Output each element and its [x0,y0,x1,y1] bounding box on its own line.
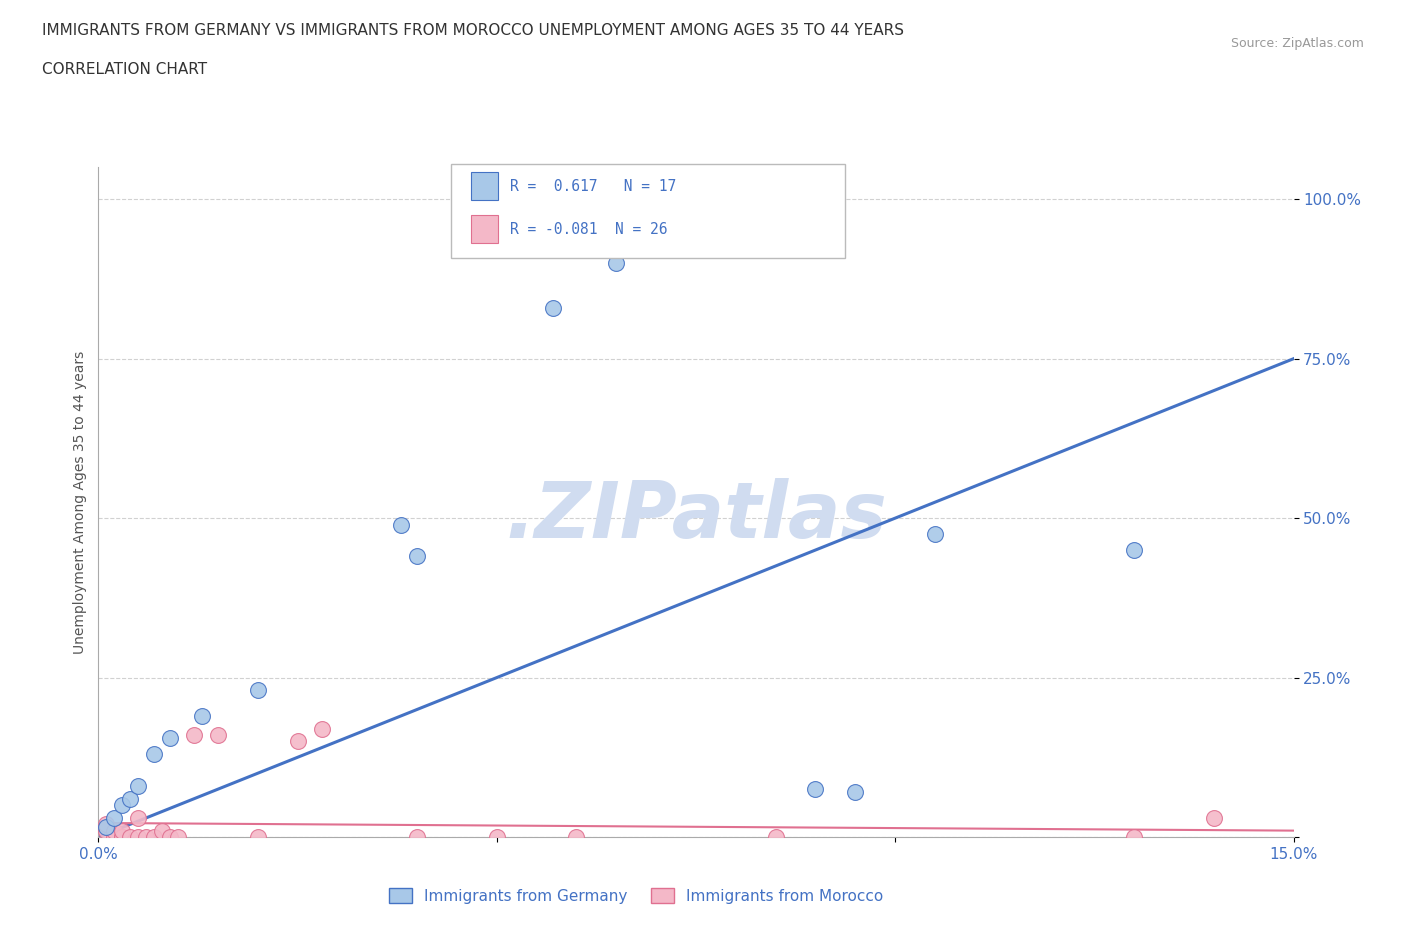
Point [1202,810,1225,825]
Point [1123,830,1146,844]
Point [159,731,181,746]
Point [246,830,269,844]
Point [143,747,166,762]
Point [541,300,564,315]
FancyBboxPatch shape [451,164,845,258]
Point [96,820,118,835]
Point [605,256,627,271]
Point [246,683,269,698]
Point [143,830,166,844]
Point [485,830,508,844]
Point [844,785,866,800]
Point [159,830,181,844]
Point [127,830,149,844]
Point [111,798,134,813]
Text: R = -0.081  N = 26: R = -0.081 N = 26 [509,221,666,236]
FancyBboxPatch shape [471,172,498,201]
Point [120,830,142,844]
Point [924,526,946,541]
Legend: Immigrants from Germany, Immigrants from Morocco: Immigrants from Germany, Immigrants from… [384,882,889,910]
Point [183,727,205,742]
Point [389,517,412,532]
Point [96,817,118,831]
Point [135,830,157,844]
Text: CORRELATION CHART: CORRELATION CHART [42,62,207,77]
Point [111,830,134,844]
Point [191,709,214,724]
Point [127,810,149,825]
Point [103,810,125,825]
Text: IMMIGRANTS FROM GERMANY VS IMMIGRANTS FROM MOROCCO UNEMPLOYMENT AMONG AGES 35 TO: IMMIGRANTS FROM GERMANY VS IMMIGRANTS FR… [42,23,904,38]
Point [565,830,588,844]
Y-axis label: Unemployment Among Ages 35 to 44 years: Unemployment Among Ages 35 to 44 years [73,351,87,654]
Point [311,721,333,736]
Point [111,830,134,844]
Point [96,823,118,838]
Point [287,734,309,749]
Text: Source: ZipAtlas.com: Source: ZipAtlas.com [1230,37,1364,50]
Point [207,727,229,742]
Point [111,823,134,838]
Text: R =  0.617   N = 17: R = 0.617 N = 17 [509,179,676,194]
Point [150,823,173,838]
Point [120,791,142,806]
Point [406,830,429,844]
FancyBboxPatch shape [471,215,498,243]
Point [167,830,190,844]
Point [804,782,827,797]
Point [765,830,787,844]
Point [127,778,149,793]
Point [103,830,125,844]
Point [103,823,125,838]
Point [1123,542,1146,557]
Text: .ZIPatlas: .ZIPatlas [505,478,887,553]
Point [406,549,429,564]
